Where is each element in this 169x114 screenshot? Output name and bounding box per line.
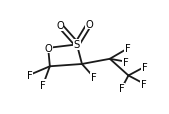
Text: O: O (44, 44, 52, 53)
Text: O: O (86, 20, 93, 29)
Text: F: F (40, 80, 46, 90)
Text: F: F (119, 83, 125, 93)
Text: O: O (56, 21, 64, 31)
Text: F: F (91, 73, 97, 82)
Text: F: F (125, 44, 130, 54)
Text: F: F (123, 57, 129, 67)
Text: S: S (74, 40, 80, 50)
Text: F: F (141, 79, 147, 89)
Text: F: F (142, 62, 147, 72)
Text: F: F (27, 70, 32, 80)
